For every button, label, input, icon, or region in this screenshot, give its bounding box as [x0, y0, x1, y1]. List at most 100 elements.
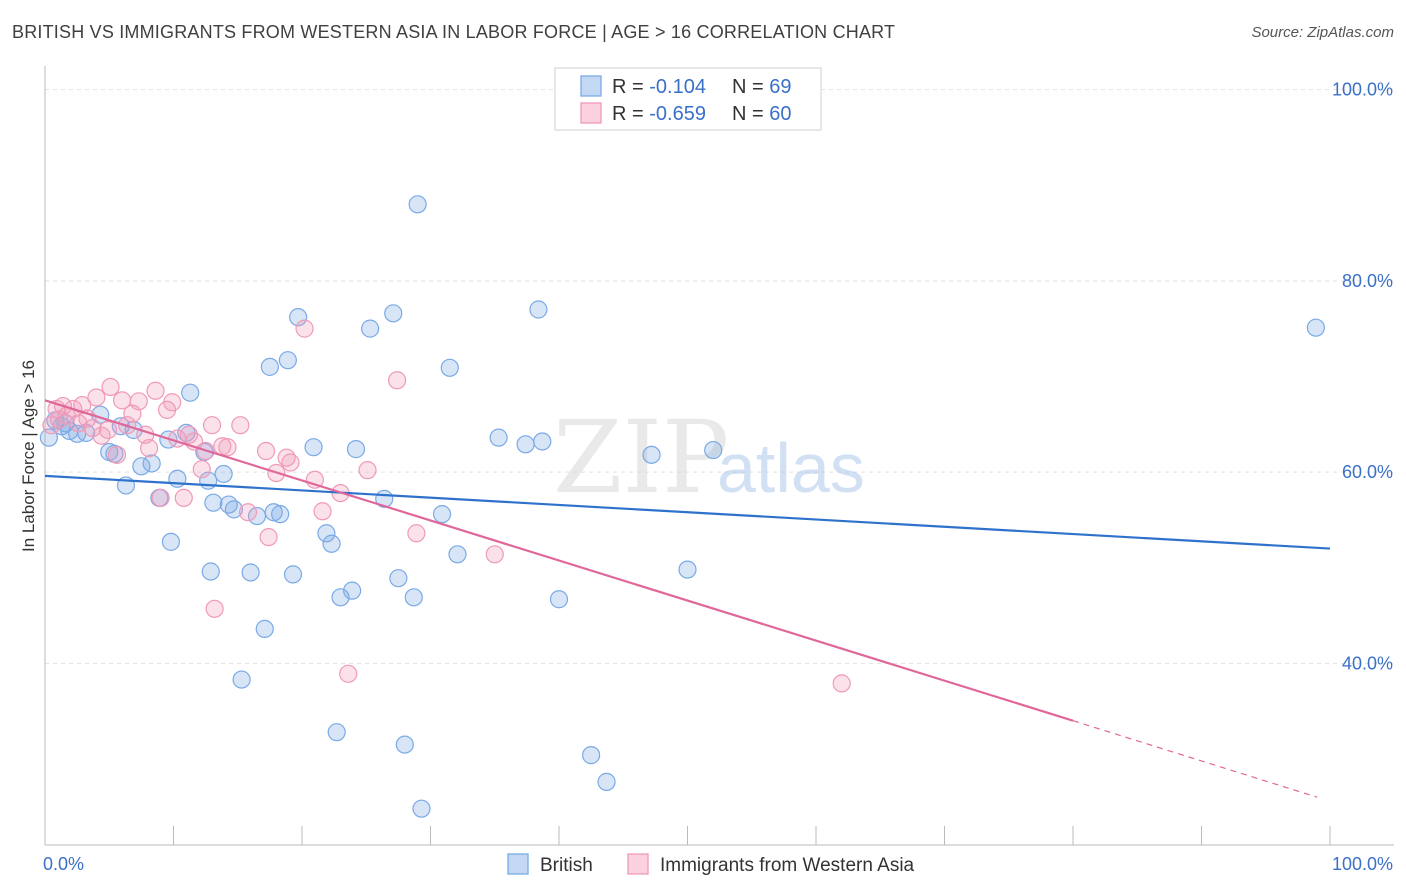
point-british [255, 619, 274, 638]
trend-line-immigrants-projection [1072, 720, 1318, 798]
x-tick-label: 100.0% [1332, 854, 1393, 874]
point-british [289, 308, 308, 327]
point-immigrants [151, 488, 170, 507]
bottom-legend-british: British [540, 855, 593, 876]
point-immigrants [339, 664, 358, 683]
r-label-2: R = [612, 103, 649, 125]
trend-lines [44, 399, 1331, 798]
point-immigrants [231, 416, 250, 435]
point-immigrants [87, 388, 106, 407]
svg-text:R = -0.104: R = -0.104 [612, 76, 706, 98]
point-british [389, 569, 408, 588]
point-british [271, 505, 290, 524]
point-british [132, 457, 151, 476]
point-immigrants [129, 392, 148, 411]
n-label-2: N = [732, 103, 769, 125]
point-immigrants [98, 420, 118, 440]
point-immigrants [163, 393, 182, 412]
point-british [384, 304, 403, 323]
bottom-swatch-british [507, 853, 529, 875]
point-british [678, 560, 697, 579]
point-immigrants [256, 441, 276, 461]
point-british [704, 440, 723, 460]
point-british [529, 300, 548, 319]
point-british [533, 432, 552, 451]
watermark: ZIP atlas [553, 399, 865, 516]
point-british [440, 358, 459, 377]
point-immigrants [281, 453, 300, 472]
point-immigrants [313, 502, 332, 521]
n-value-1: 69 [769, 76, 791, 98]
point-british [395, 735, 414, 754]
svg-text:R = -0.659: R = -0.659 [612, 103, 706, 125]
legend-swatch-immigrants [580, 102, 602, 124]
point-immigrants [358, 461, 377, 480]
source-label: Source: ZipAtlas.com [1251, 24, 1394, 41]
point-immigrants [407, 524, 426, 543]
point-british [161, 532, 181, 551]
point-immigrants [69, 414, 88, 433]
point-immigrants [73, 396, 92, 415]
point-british [516, 435, 535, 454]
point-immigrants [832, 674, 851, 693]
point-british [432, 505, 452, 524]
legend-swatch-british [580, 75, 602, 97]
point-british [283, 565, 303, 584]
point-immigrants [238, 503, 258, 522]
point-immigrants [192, 460, 211, 479]
point-british [343, 581, 362, 600]
point-immigrants [218, 438, 237, 457]
point-immigrants [174, 488, 193, 507]
x-tick-label: 0.0% [43, 854, 84, 874]
point-immigrants [259, 527, 278, 547]
point-immigrants [101, 377, 120, 397]
point-british [408, 195, 427, 214]
series-legend: British Immigrants from Western Asia [507, 853, 915, 876]
trend-line-immigrants [44, 399, 1074, 722]
watermark-atlas: atlas [717, 429, 865, 507]
n-label-1: N = [732, 76, 769, 98]
point-british [201, 562, 220, 581]
bottom-legend-immigrants: Immigrants from Western Asia [660, 855, 915, 876]
point-immigrants [387, 371, 407, 390]
svg-text:N = 60: N = 60 [732, 103, 792, 125]
point-british [412, 799, 431, 818]
point-british [304, 438, 323, 457]
point-british [597, 772, 616, 791]
point-british [346, 440, 366, 459]
point-british [214, 464, 233, 484]
watermark-zip: ZIP [553, 399, 729, 516]
point-british [264, 503, 283, 522]
stats-legend: R = -0.104 N = 69 R = -0.659 N = 60 [554, 67, 822, 131]
tick-labels: 40.0% 60.0% 80.0% 100.0% 0.0% 100.0% [43, 80, 1393, 874]
point-immigrants [205, 599, 224, 618]
n-value-2: 60 [769, 103, 791, 125]
point-british [361, 319, 380, 338]
point-british [204, 493, 223, 512]
y-tick-label: 60.0% [1342, 462, 1393, 482]
point-british [327, 723, 346, 742]
point-immigrants [295, 319, 314, 338]
point-immigrants [146, 381, 165, 400]
point-british [642, 445, 661, 464]
point-british [224, 500, 243, 519]
bottom-swatch-immigrants [627, 853, 649, 875]
chart-title: BRITISH VS IMMIGRANTS FROM WESTERN ASIA … [12, 22, 896, 42]
point-british [448, 545, 467, 564]
point-immigrants [139, 439, 159, 458]
r-value-1: -0.104 [649, 76, 706, 98]
y-tick-label: 80.0% [1342, 271, 1393, 291]
point-british [181, 383, 200, 402]
british-points [39, 195, 1325, 818]
immigrants-points [42, 319, 851, 693]
point-british [278, 351, 297, 370]
y-tick-label: 40.0% [1342, 653, 1393, 673]
point-british [322, 534, 341, 553]
r-label-1: R = [612, 76, 649, 98]
point-immigrants [485, 545, 504, 564]
r-value-2: -0.659 [649, 103, 706, 125]
point-british [404, 588, 423, 607]
point-british [241, 563, 260, 582]
point-immigrants [107, 445, 127, 464]
